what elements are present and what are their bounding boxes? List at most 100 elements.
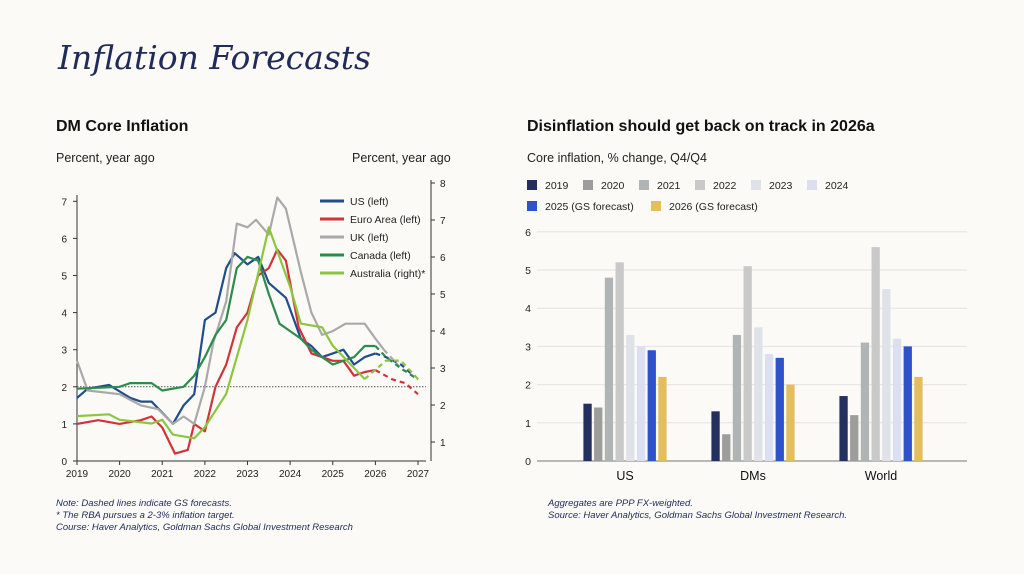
bar-us-2023 <box>626 334 635 461</box>
legend-label: 2024 <box>825 180 849 192</box>
bar-world-2022 <box>871 247 880 461</box>
legend-swatch <box>695 180 705 190</box>
y2-tick-label: 7 <box>440 216 446 227</box>
x-tick-label: 2022 <box>194 469 217 480</box>
forecast-line-australia-right <box>363 359 419 380</box>
bar-world-2025 <box>903 346 912 461</box>
series-line-uk-left <box>75 196 385 425</box>
y-tick-label: 6 <box>61 234 67 245</box>
page-title: Inflation Forecasts <box>58 38 371 77</box>
legend-label: 2025 (GS forecast) <box>545 201 634 213</box>
note-line: * The RBA pursues a 2-3% inflation targe… <box>56 510 235 521</box>
x-tick-label: 2026 <box>364 469 387 480</box>
bar-dms-2025 <box>775 357 784 461</box>
legend-label: 2021 <box>657 180 681 192</box>
bar-dms-2022 <box>743 266 752 461</box>
legend-swatch <box>751 180 761 190</box>
y-tick-label: 2 <box>525 380 531 392</box>
x-tick-label: 2019 <box>66 469 89 480</box>
series-line-canada-left <box>76 255 376 392</box>
y2-tick-label: 4 <box>440 327 446 338</box>
y2-tick-label: 2 <box>440 401 446 412</box>
y-tick-label: 6 <box>525 227 531 239</box>
y-tick-label: 4 <box>525 303 531 315</box>
bar-dms-2019 <box>711 411 720 461</box>
note-line: Source: Haver Analytics, Goldman Sachs G… <box>548 510 848 521</box>
legend-label: 2022 <box>713 180 737 192</box>
legend-swatch <box>639 180 649 190</box>
bar-world-2024 <box>892 338 902 461</box>
y-tick-label: 4 <box>61 309 67 320</box>
category-label: DMs <box>740 469 766 483</box>
legend-label: 2023 <box>769 180 793 192</box>
forecast-line-us-left <box>375 352 415 377</box>
bar-dms-2020 <box>722 434 731 461</box>
left-chart-title: DM Core Inflation <box>56 118 189 135</box>
legend-swatch <box>527 201 537 211</box>
legend-swatch <box>583 180 593 190</box>
right-axis-label: Percent, year ago <box>352 151 451 165</box>
y-tick-label: 3 <box>525 341 531 353</box>
y2-tick-label: 8 <box>440 179 446 190</box>
bar-dms-2023 <box>754 327 763 461</box>
series-line-australia-right <box>76 226 366 440</box>
y2-tick-label: 1 <box>440 438 446 449</box>
note-line: Aggregates are PPP FX-weighted. <box>548 498 693 509</box>
y2-tick-label: 6 <box>440 253 446 264</box>
bar-us-2019 <box>583 403 592 461</box>
legend-label: Australia (right)* <box>350 268 425 280</box>
bar-us-2024 <box>636 346 646 461</box>
category-label: World <box>865 469 897 483</box>
bar-world-2023 <box>882 289 891 461</box>
legend-swatch <box>807 180 817 190</box>
y2-tick-label: 5 <box>440 290 446 301</box>
bar-world-2026 <box>914 376 923 461</box>
legend-label: UK (left) <box>350 232 389 244</box>
legend-label: 2020 <box>601 180 625 192</box>
right-notes: Aggregates are PPP FX-weighted. Source: … <box>548 498 847 522</box>
y-tick-label: 3 <box>61 346 67 357</box>
bar-us-2020 <box>594 407 603 461</box>
y-tick-label: 1 <box>525 418 531 430</box>
note-line: Note: Dashed lines indicate GS forecasts… <box>56 498 232 509</box>
x-tick-label: 2024 <box>279 469 302 480</box>
x-tick-label: 2023 <box>236 469 259 480</box>
forecast-line-euro-area-left <box>374 369 419 396</box>
bar-us-2025 <box>647 350 656 461</box>
x-tick-label: 2020 <box>109 469 132 480</box>
bar-dms-2024 <box>764 354 774 461</box>
legend-label: 2019 <box>545 180 569 192</box>
series-line-euro-area-left <box>76 248 376 455</box>
note-line: Course: Haver Analytics, Goldman Sachs G… <box>56 522 353 533</box>
y-tick-label: 0 <box>61 457 67 468</box>
bar-world-2021 <box>860 342 870 461</box>
y-tick-label: 1 <box>61 420 67 431</box>
right-chart-title: Disinflation should get back on track in… <box>527 118 875 135</box>
legend-label: US (left) <box>350 196 389 208</box>
bar-dms-2026 <box>786 384 795 461</box>
bar-dms-2021 <box>732 334 742 461</box>
x-tick-label: 2025 <box>322 469 345 480</box>
legend-label: Canada (left) <box>350 250 411 262</box>
x-tick-label: 2021 <box>151 469 174 480</box>
bar-us-2026 <box>658 376 667 461</box>
left-notes: Note: Dashed lines indicate GS forecasts… <box>56 498 353 534</box>
bar-us-2022 <box>615 262 624 461</box>
bar-world-2019 <box>839 396 848 461</box>
right-chart-subtitle: Core inflation, % change, Q4/Q4 <box>527 151 707 165</box>
legend-label: Euro Area (left) <box>350 214 421 226</box>
y-tick-label: 7 <box>61 197 67 208</box>
category-label: US <box>616 469 633 483</box>
y-tick-label: 5 <box>525 265 531 277</box>
x-tick-label: 2027 <box>407 469 430 480</box>
bar-us-2021 <box>604 277 614 461</box>
y2-tick-label: 3 <box>440 364 446 375</box>
series-line-us-left <box>76 252 376 425</box>
y-tick-label: 0 <box>525 456 531 468</box>
left-axis-label: Percent, year ago <box>56 151 155 165</box>
y-tick-label: 5 <box>61 272 67 283</box>
legend-swatch <box>527 180 537 190</box>
legend-label: 2026 (GS forecast) <box>669 201 758 213</box>
bar-world-2020 <box>850 415 859 461</box>
y-tick-label: 2 <box>61 383 67 394</box>
